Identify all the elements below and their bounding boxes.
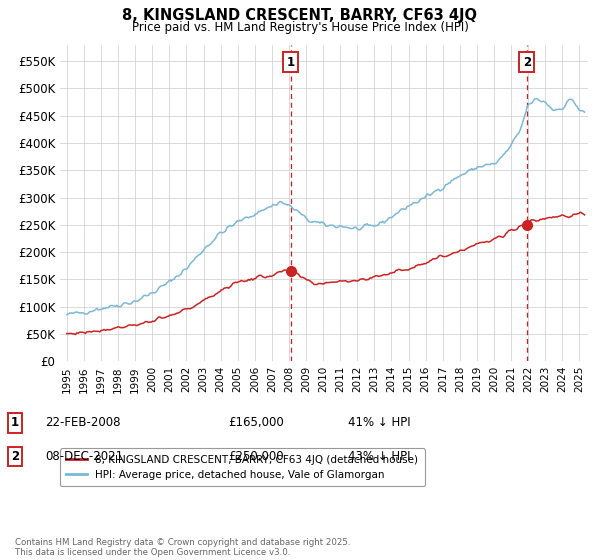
Text: 8, KINGSLAND CRESCENT, BARRY, CF63 4JQ: 8, KINGSLAND CRESCENT, BARRY, CF63 4JQ bbox=[122, 8, 478, 24]
Text: £250,000: £250,000 bbox=[228, 450, 284, 463]
Text: 1: 1 bbox=[11, 416, 19, 430]
Text: 22-FEB-2008: 22-FEB-2008 bbox=[45, 416, 121, 430]
Text: 2: 2 bbox=[523, 56, 531, 69]
Text: Contains HM Land Registry data © Crown copyright and database right 2025.
This d: Contains HM Land Registry data © Crown c… bbox=[15, 538, 350, 557]
Text: 1: 1 bbox=[287, 56, 295, 69]
Text: 2: 2 bbox=[11, 450, 19, 463]
Text: 08-DEC-2021: 08-DEC-2021 bbox=[45, 450, 123, 463]
Text: Price paid vs. HM Land Registry's House Price Index (HPI): Price paid vs. HM Land Registry's House … bbox=[131, 21, 469, 34]
Text: £165,000: £165,000 bbox=[228, 416, 284, 430]
Text: 41% ↓ HPI: 41% ↓ HPI bbox=[348, 416, 410, 430]
Text: 43% ↓ HPI: 43% ↓ HPI bbox=[348, 450, 410, 463]
Legend: 8, KINGSLAND CRESCENT, BARRY, CF63 4JQ (detached house), HPI: Average price, det: 8, KINGSLAND CRESCENT, BARRY, CF63 4JQ (… bbox=[60, 449, 425, 486]
